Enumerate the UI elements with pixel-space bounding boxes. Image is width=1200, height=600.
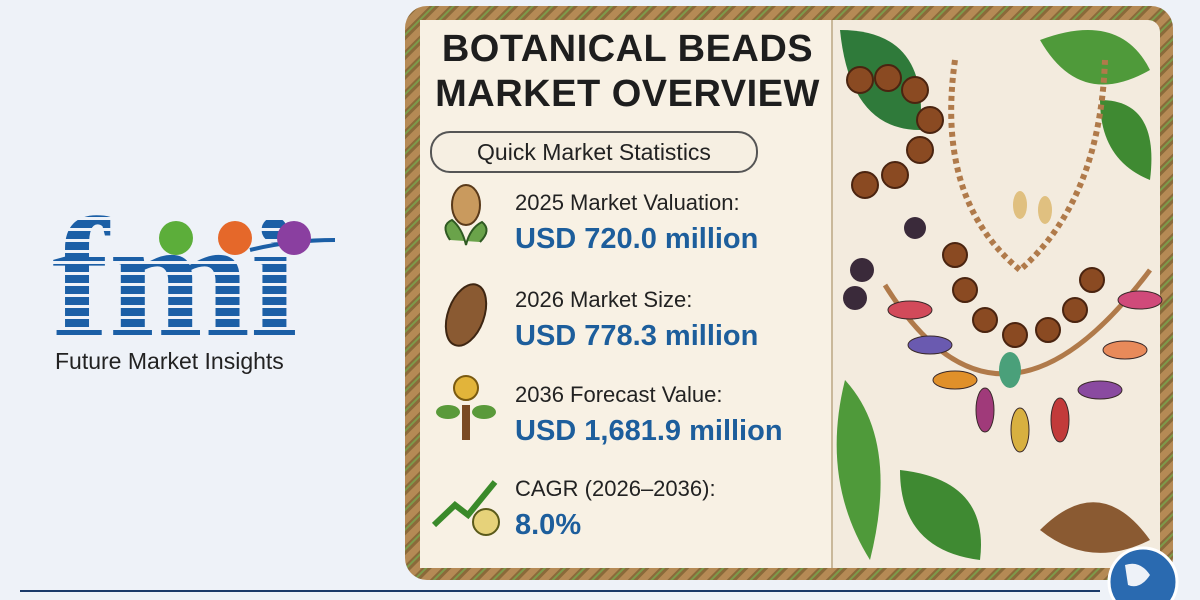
stat-label: 2026 Market Size:: [515, 287, 693, 312]
subtitle-pill: Quick Market Statistics: [430, 131, 758, 173]
title-line: BOTANICAL BEADS: [441, 28, 814, 70]
stat-label: 2036 Forecast Value:: [515, 382, 723, 407]
title-line: MARKET OVERVIEW: [435, 73, 820, 115]
icon-pod: [444, 283, 488, 347]
icon-tree: [436, 375, 496, 440]
logo-name: Future Market Insights: [55, 348, 284, 374]
globe-land: [1125, 563, 1150, 587]
logo-dot: [218, 221, 252, 255]
stat-value: USD 1,681.9 million: [515, 415, 783, 447]
icon-seed: [444, 184, 488, 246]
stat-value: USD 778.3 million: [515, 320, 759, 352]
logo-dot: [159, 221, 193, 255]
icon-growth: [431, 480, 500, 536]
logo-mark: fmi: [52, 184, 297, 372]
illustration: [836, 30, 1163, 560]
logo-dot: [277, 221, 311, 255]
stat-value: 8.0%: [515, 509, 582, 541]
stat-value: USD 720.0 million: [515, 223, 759, 255]
text-panel: [420, 20, 832, 568]
stat-label: 2025 Market Valuation:: [515, 190, 740, 215]
stat-label: CAGR (2026–2036):: [515, 476, 716, 501]
